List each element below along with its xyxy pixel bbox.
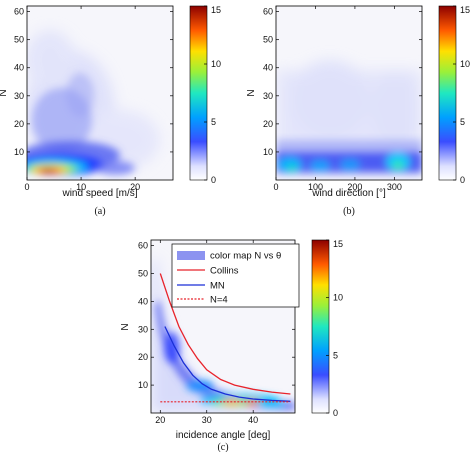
colorbar-tick-label: 10 [333,293,343,303]
colorbar-tick-label: 0 [460,175,465,185]
y-tick-label: 60 [263,7,273,17]
series-line-mn [164,326,291,402]
y-tick-label: 30 [138,324,148,334]
y-tick-label: 40 [263,63,273,73]
panel-c-density [151,260,295,413]
y-tick-label: 10 [14,147,24,157]
panel-c-y-axis: 10 20 30 40 50 60 [138,241,295,390]
panel-a-x-axis: 0 10 20 [24,6,140,192]
panel-c-caption: (c) [217,442,228,452]
panel-b-x-label: wind direction [°] [311,188,386,199]
x-tick-label: 200 [347,182,362,192]
y-tick-label: 10 [138,380,148,390]
panel-b-frame [275,5,423,181]
panel-b-x-axis: 0 100 200 300 [273,6,402,192]
panel-a-y-axis: 10 20 30 40 50 60 [14,7,173,157]
x-tick-label: 20 [155,415,165,425]
colorbar-tick-label: 5 [211,117,216,127]
legend-label-collins: Collins [210,266,239,277]
y-tick-label: 40 [138,296,148,306]
y-tick-label: 40 [14,63,24,73]
y-tick-label: 20 [14,119,24,129]
legend-swatch-color-map [177,251,205,260]
x-tick-label: 40 [248,415,258,425]
panel-a-y-label: N [0,89,9,96]
x-tick-label: 0 [273,182,278,192]
panel-b-y-axis: 10 20 30 40 50 60 [263,7,422,157]
x-tick-label: 100 [308,182,323,192]
colorbar-tick-label: 5 [333,350,338,360]
panel-a-density [27,30,160,176]
colorbar-tick-label: 10 [460,59,470,69]
legend-label-n4: N=4 [210,295,228,306]
y-tick-label: 60 [14,7,24,17]
panel-b-colorbar [438,5,457,181]
panel-b-y-label: N [246,89,257,96]
colorbar-tick-label: 15 [460,5,470,15]
colorbar-tick-label: 15 [333,239,343,249]
panel-c-series [159,273,291,403]
x-tick-label: 10 [76,182,86,192]
panel-a-colorbar-ticks: 0 5 10 15 [204,5,221,185]
legend-label-mn: MN [210,281,225,292]
y-tick-label: 20 [263,119,273,129]
panel-c-colorbar [311,239,330,414]
colorbar-tick-label: 5 [460,117,465,127]
y-tick-label: 50 [138,268,148,278]
colorbar-tick-label: 15 [211,5,221,15]
y-tick-label: 10 [263,147,273,157]
x-tick-label: 30 [202,415,212,425]
panel-c-legend: color map N vs θ Collins MN N=4 [171,243,300,308]
colorbar-tick-label: 10 [211,59,221,69]
panel-c-x-label: incidence angle [deg] [176,430,271,441]
panel-c-colorbar-ticks: 0 5 10 15 [326,239,343,418]
panel-c-x-axis: 20 30 40 [155,240,258,425]
y-tick-label: 30 [263,91,273,101]
panel-a-caption: (a) [94,206,105,217]
colorbar-tick-label: 0 [333,408,338,418]
panel-a-x-label: wind speed [m/s] [61,188,137,199]
colorbar-tick-label: 0 [211,175,216,185]
y-tick-label: 60 [138,241,148,251]
y-tick-label: 50 [263,35,273,45]
panel-b-colorbar-ticks: 0 5 10 15 [453,5,470,185]
panel-c-frame [150,239,296,414]
y-tick-label: 30 [14,91,24,101]
panel-c-y-label: N [120,323,131,330]
panel-a-colorbar [189,5,208,181]
series-line-collins [159,273,291,395]
y-tick-label: 50 [14,35,24,45]
panel-b-caption: (b) [343,206,355,217]
x-tick-label: 300 [387,182,402,192]
panel-b-density [276,60,422,175]
y-tick-label: 20 [138,352,148,362]
x-tick-label: 0 [24,182,29,192]
panel-a-frame [26,5,174,181]
legend-label-color-map: color map N vs θ [210,251,281,262]
x-tick-label: 20 [130,182,140,192]
